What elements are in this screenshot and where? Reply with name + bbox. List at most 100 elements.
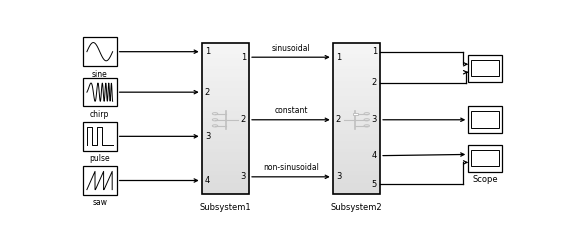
Bar (202, 70, 249, 74)
Bar (202, 145, 249, 149)
Text: 1: 1 (372, 47, 377, 56)
Bar (202, 92, 249, 96)
Bar (333, 134, 380, 138)
Text: Subsystem2: Subsystem2 (331, 203, 382, 212)
Text: 4: 4 (372, 151, 377, 160)
Bar (202, 119, 249, 123)
Bar (333, 66, 380, 70)
Bar (202, 115, 249, 119)
Bar (333, 152, 380, 157)
Bar (83, 78, 117, 106)
Text: 1: 1 (205, 47, 210, 56)
Bar (202, 73, 249, 77)
Bar (333, 96, 380, 100)
Bar (202, 130, 249, 134)
Bar (333, 149, 380, 153)
Text: 4: 4 (205, 176, 210, 185)
Bar (468, 106, 502, 133)
Bar (202, 85, 249, 89)
Bar (333, 100, 380, 104)
Bar (202, 141, 249, 145)
Bar (202, 190, 249, 194)
Bar (333, 73, 380, 77)
Bar (83, 122, 117, 151)
Text: 3: 3 (205, 132, 210, 141)
Bar (333, 92, 380, 96)
Bar (202, 122, 249, 126)
Bar (202, 81, 249, 85)
Text: sinusoidal: sinusoidal (272, 43, 310, 53)
Bar (471, 111, 500, 128)
Bar (333, 77, 380, 81)
Text: pulse: pulse (89, 154, 110, 163)
Bar (202, 137, 249, 141)
Bar (333, 171, 380, 175)
Bar (202, 183, 249, 187)
Text: 1: 1 (336, 53, 341, 62)
Bar (333, 190, 380, 194)
Bar (202, 171, 249, 175)
Bar (333, 175, 380, 179)
Bar (202, 186, 249, 190)
Bar (471, 60, 500, 76)
Bar (333, 111, 380, 115)
Bar (468, 55, 502, 81)
Bar (333, 81, 380, 85)
Bar (333, 54, 380, 59)
Bar (202, 103, 249, 108)
Bar (333, 145, 380, 149)
Text: 2: 2 (336, 115, 341, 124)
Text: 3: 3 (336, 172, 341, 181)
Text: saw: saw (92, 198, 107, 207)
Bar (83, 38, 117, 66)
Bar (202, 152, 249, 157)
Bar (333, 85, 380, 89)
Bar (202, 107, 249, 111)
Text: 1: 1 (241, 53, 246, 62)
Bar (333, 62, 380, 66)
Bar (333, 119, 380, 123)
Text: 3: 3 (241, 172, 246, 181)
Bar (333, 115, 380, 119)
Text: 2: 2 (205, 88, 210, 97)
Bar (333, 137, 380, 141)
Bar (202, 179, 249, 183)
Bar (333, 141, 380, 145)
Bar (202, 111, 249, 115)
Bar (202, 96, 249, 100)
Bar (202, 54, 249, 59)
Bar (333, 179, 380, 183)
Bar (202, 66, 249, 70)
Bar (202, 43, 249, 47)
Bar (202, 62, 249, 66)
Bar (202, 175, 249, 179)
Bar (333, 160, 380, 164)
Bar (202, 149, 249, 153)
Bar (333, 43, 380, 194)
Bar (333, 58, 380, 62)
Bar (333, 126, 380, 130)
Bar (202, 77, 249, 81)
Bar (333, 186, 380, 190)
Bar (202, 58, 249, 62)
Bar (333, 122, 380, 126)
Text: non-sinusoidal: non-sinusoidal (263, 163, 319, 172)
Bar (202, 160, 249, 164)
Bar (333, 183, 380, 187)
Bar (83, 166, 117, 195)
Text: Subsystem1: Subsystem1 (199, 203, 251, 212)
Text: chirp: chirp (90, 110, 110, 119)
Text: sine: sine (92, 70, 108, 79)
Bar (202, 168, 249, 172)
Bar (202, 51, 249, 55)
Bar (202, 164, 249, 168)
Bar (333, 107, 380, 111)
Bar (333, 47, 380, 51)
Bar (333, 168, 380, 172)
Bar (333, 43, 380, 47)
Bar (202, 43, 249, 194)
Bar (333, 130, 380, 134)
Text: 5: 5 (372, 180, 377, 189)
Bar (202, 100, 249, 104)
Bar (333, 88, 380, 92)
